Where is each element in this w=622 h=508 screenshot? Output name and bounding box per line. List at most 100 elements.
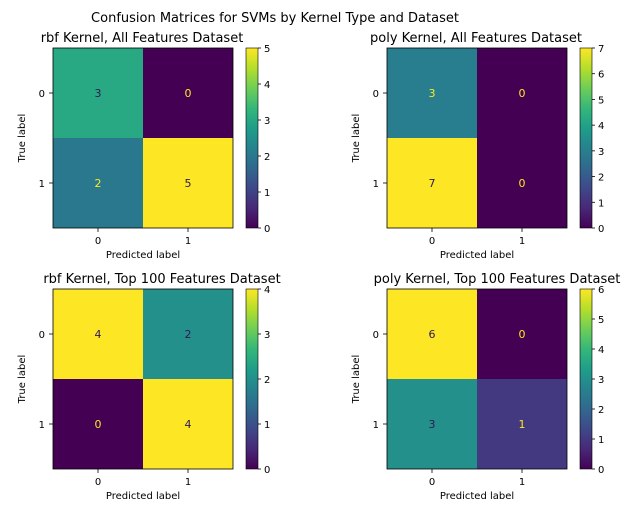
- y-tick-label: 0: [39, 330, 45, 341]
- colorbar: [245, 47, 259, 229]
- colorbar-tick-label: 6: [598, 70, 604, 81]
- matrix-cell: [53, 379, 143, 469]
- axes-frame: [52, 47, 234, 229]
- cell-value-label: 0: [95, 418, 102, 431]
- y-tick-label: 0: [373, 89, 379, 100]
- axes-frame: [386, 47, 568, 229]
- x-axis-label: Predicted label: [440, 491, 514, 502]
- x-tick-label: 1: [519, 236, 525, 247]
- axes-frame: [52, 288, 234, 470]
- matrix-cell: [143, 48, 233, 138]
- colorbar-tick-label: 4: [598, 345, 604, 356]
- colorbar-tick-label: 2: [264, 152, 270, 163]
- colorbar-tick-label: 0: [264, 224, 270, 235]
- panel-title: poly Kernel, Top 100 Features Dataset: [374, 272, 621, 287]
- x-axis-label: Predicted label: [106, 491, 180, 502]
- x-tick-label: 0: [95, 236, 101, 247]
- cell-value-label: 1: [519, 418, 526, 431]
- y-tick-label: 1: [39, 179, 45, 190]
- cell-value-label: 2: [95, 177, 102, 190]
- cell-value-label: 7: [429, 177, 436, 190]
- colorbar-tick-label: 6: [598, 285, 604, 296]
- x-tick-label: 1: [185, 477, 191, 488]
- cell-value-label: 4: [185, 418, 192, 431]
- matrix-cell: [143, 289, 233, 379]
- y-tick-label: 1: [39, 420, 45, 431]
- axes-frame: [386, 288, 568, 470]
- matrix-cell: [143, 138, 233, 228]
- matrix-cell: [387, 138, 477, 228]
- colorbar-tick-label: 0: [264, 465, 270, 476]
- matrix-cell: [53, 138, 143, 228]
- colorbar: [579, 288, 593, 470]
- colorbar-tick-label: 2: [598, 173, 604, 184]
- x-tick-label: 1: [185, 236, 191, 247]
- matrix-cell: [387, 48, 477, 138]
- matrix-cell: [53, 48, 143, 138]
- y-tick-label: 0: [373, 330, 379, 341]
- colorbar-tick-label: 0: [598, 224, 604, 235]
- colorbar-tick-label: 1: [264, 420, 270, 431]
- y-axis-label: True label: [351, 355, 362, 405]
- colorbar-tick-label: 4: [598, 121, 604, 132]
- y-tick-label: 0: [39, 89, 45, 100]
- cell-value-label: 0: [519, 87, 526, 100]
- x-axis-label: Predicted label: [440, 250, 514, 261]
- figure-title: Confusion Matrices for SVMs by Kernel Ty…: [91, 11, 459, 26]
- x-tick-label: 0: [429, 477, 435, 488]
- colorbar-tick-label: 2: [264, 375, 270, 386]
- colorbar-tick-label: 1: [598, 435, 604, 446]
- cell-value-label: 0: [519, 177, 526, 190]
- matrix-cell: [143, 379, 233, 469]
- colorbar-tick-label: 3: [264, 330, 270, 341]
- panel-title: poly Kernel, All Features Dataset: [370, 31, 582, 46]
- x-axis-label: Predicted label: [106, 250, 180, 261]
- y-tick-label: 1: [373, 179, 379, 190]
- colorbar-tick-label: 5: [598, 315, 604, 326]
- cell-value-label: 2: [185, 328, 192, 341]
- colorbar-tick-label: 7: [598, 44, 604, 55]
- matrix-cell: [53, 289, 143, 379]
- x-tick-label: 0: [429, 236, 435, 247]
- cell-value-label: 3: [429, 87, 436, 100]
- colorbar-tick-label: 0: [598, 465, 604, 476]
- colorbar-tick-label: 4: [264, 285, 270, 296]
- y-axis-label: True label: [351, 114, 362, 164]
- matrix-cell: [387, 289, 477, 379]
- colorbar-tick-label: 1: [264, 188, 270, 199]
- colorbar-tick-label: 5: [264, 44, 270, 55]
- colorbar-tick-label: 3: [264, 116, 270, 127]
- colorbar-tick-label: 1: [598, 198, 604, 209]
- x-tick-label: 0: [95, 477, 101, 488]
- matrix-cell: [477, 289, 567, 379]
- cell-value-label: 0: [519, 328, 526, 341]
- colorbar: [245, 288, 259, 470]
- matrix-cell: [387, 379, 477, 469]
- confusion-matrix-panel: poly Kernel, All Features Dataset 3 0 7 0 0 1 0…: [351, 31, 604, 261]
- cell-value-label: 4: [95, 328, 102, 341]
- panel-title: rbf Kernel, All Features Dataset: [41, 31, 244, 46]
- cell-value-label: 6: [429, 328, 436, 341]
- y-axis-label: True label: [17, 114, 28, 164]
- confusion-matrix-panel: rbf Kernel, All Features Dataset 3 0 2 5 0 1 0 1…: [17, 31, 270, 261]
- colorbar: [579, 47, 593, 229]
- colorbar-tick-label: 3: [598, 375, 604, 386]
- colorbar-tick-label: 5: [598, 95, 604, 106]
- cell-value-label: 0: [185, 87, 192, 100]
- y-tick-label: 1: [373, 420, 379, 431]
- colorbar-tick-label: 4: [264, 80, 270, 91]
- matrix-cell: [477, 48, 567, 138]
- matrix-cell: [477, 379, 567, 469]
- colorbar-tick-label: 2: [598, 405, 604, 416]
- panel-title: rbf Kernel, Top 100 Features Dataset: [43, 272, 280, 287]
- x-tick-label: 1: [519, 477, 525, 488]
- cell-value-label: 3: [429, 418, 436, 431]
- matrix-cell: [477, 138, 567, 228]
- cell-value-label: 5: [185, 177, 192, 190]
- colorbar-tick-label: 3: [598, 147, 604, 158]
- cell-value-label: 3: [95, 87, 102, 100]
- y-axis-label: True label: [17, 355, 28, 405]
